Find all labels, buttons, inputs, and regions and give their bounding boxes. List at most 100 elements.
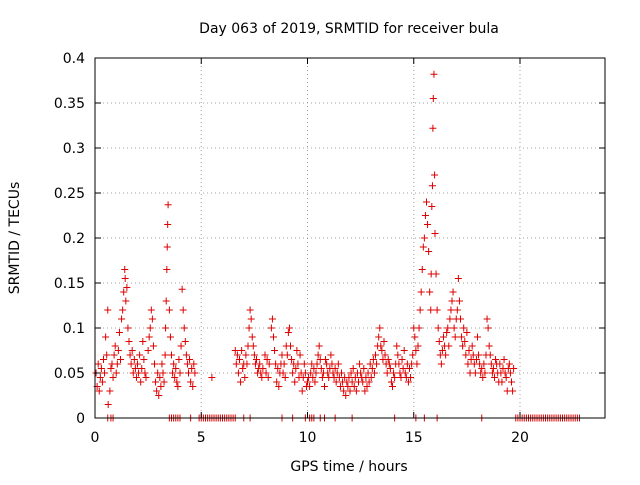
- data-point: [271, 347, 279, 354]
- data-point: [275, 383, 283, 390]
- data-point: [485, 342, 493, 350]
- data-point: [289, 369, 297, 377]
- data-point: [170, 360, 178, 368]
- data-point: [443, 329, 451, 336]
- data-point: [366, 360, 374, 368]
- data-point: [121, 266, 129, 273]
- y-tick-label: 0: [76, 411, 85, 427]
- data-point: [399, 365, 407, 372]
- data-point: [97, 365, 105, 372]
- data-point: [462, 351, 470, 359]
- data-point: [106, 387, 114, 395]
- data-point: [268, 315, 276, 323]
- data-point: [369, 356, 377, 363]
- data-point: [208, 374, 216, 381]
- data-point: [383, 369, 391, 377]
- data-point: [294, 360, 302, 368]
- data-point: [328, 360, 336, 368]
- data-point: [168, 351, 175, 359]
- data-point: [406, 365, 413, 372]
- data-point: [432, 270, 440, 278]
- data-point: [381, 351, 389, 359]
- data-point: [94, 360, 102, 368]
- data-point: [317, 365, 325, 372]
- data-point: [447, 306, 455, 314]
- data-point: [370, 369, 378, 377]
- data-point: [111, 342, 119, 350]
- y-tick-label: 0.4: [63, 51, 85, 67]
- data-point: [419, 243, 427, 251]
- data-point: [429, 124, 437, 132]
- data-point: [480, 360, 488, 368]
- data-point: [148, 315, 156, 323]
- data-point: [151, 360, 158, 368]
- data-point: [164, 221, 172, 228]
- data-point: [357, 369, 365, 377]
- data-point: [378, 347, 386, 354]
- data-point: [238, 347, 246, 354]
- data-point: [232, 360, 240, 368]
- data-point: [508, 378, 515, 386]
- data-point: [409, 351, 417, 359]
- data-point: [368, 365, 376, 372]
- data-point: [345, 374, 353, 381]
- data-point: [478, 365, 486, 372]
- data-point: [360, 365, 368, 372]
- data-point: [241, 374, 249, 381]
- data-point: [363, 383, 371, 390]
- data-point: [175, 356, 183, 363]
- x-tick-label: 15: [405, 430, 423, 446]
- data-point: [479, 374, 487, 381]
- y-tick-label: 0.25: [54, 186, 85, 202]
- data-point: [246, 306, 254, 314]
- data-point: [421, 212, 429, 219]
- data-point: [434, 324, 442, 332]
- data-point: [429, 95, 437, 102]
- data-point: [123, 284, 131, 291]
- data-point: [463, 329, 471, 336]
- axis-ticks: [94, 57, 605, 419]
- data-point: [486, 351, 494, 359]
- x-tick-label: 20: [511, 430, 529, 446]
- data-point: [149, 342, 157, 350]
- data-point: [438, 347, 446, 354]
- data-point: [474, 333, 481, 341]
- data-point: [367, 374, 375, 381]
- data-point: [261, 351, 269, 359]
- data-point: [179, 306, 187, 314]
- data-point: [237, 378, 245, 386]
- data-point: [182, 351, 190, 359]
- data-point: [318, 374, 326, 381]
- data-point: [361, 387, 369, 395]
- data-point: [395, 360, 403, 368]
- data-point: [102, 333, 110, 341]
- data-point: [178, 285, 186, 293]
- data-point: [104, 306, 112, 314]
- data-point: [164, 201, 172, 209]
- data-point: [389, 383, 396, 390]
- data-point: [239, 365, 247, 372]
- data-point: [455, 297, 463, 305]
- data-point: [506, 369, 514, 377]
- data-point: [413, 360, 421, 368]
- data-point: [155, 392, 163, 399]
- data-point: [281, 374, 289, 381]
- data-point: [460, 324, 468, 332]
- data-point: [292, 365, 300, 372]
- data-point: [315, 342, 323, 350]
- data-point: [428, 182, 436, 190]
- data-point: [340, 387, 348, 395]
- data-point: [176, 369, 184, 377]
- data-point: [400, 347, 408, 354]
- data-point: [163, 266, 171, 273]
- data-point: [435, 338, 443, 345]
- data-point: [416, 306, 424, 314]
- y-tick-label: 0.15: [54, 276, 85, 292]
- data-point: [498, 378, 506, 386]
- data-point: [298, 387, 306, 395]
- data-point: [481, 369, 489, 377]
- data-point: [365, 378, 373, 386]
- data-point: [161, 351, 169, 359]
